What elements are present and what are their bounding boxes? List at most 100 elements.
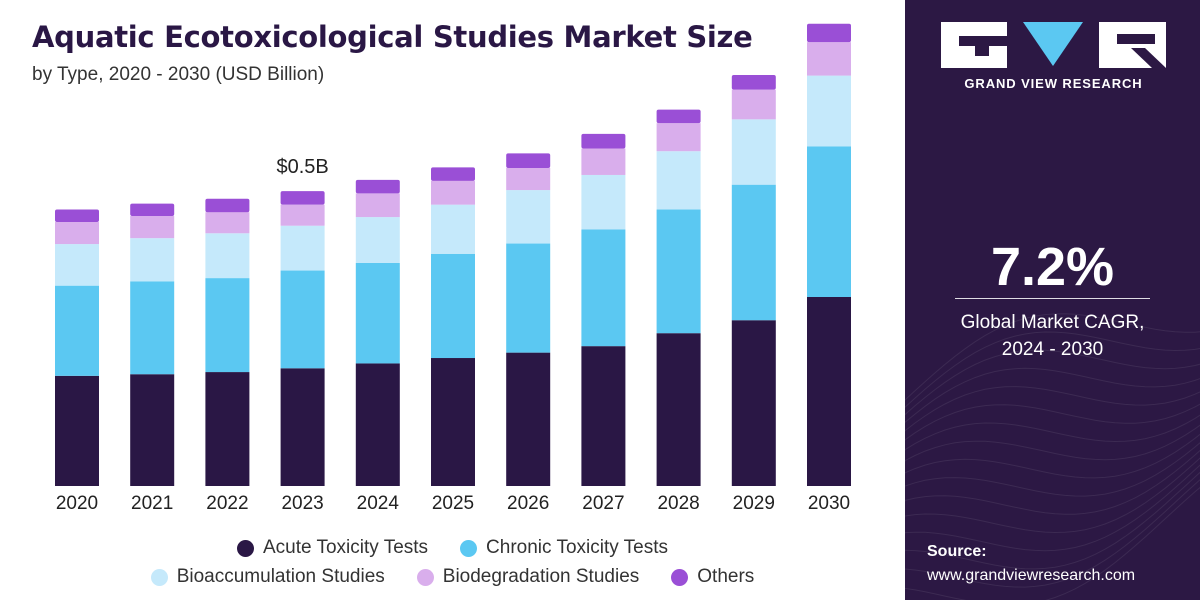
bar-segment-2029-others: [731, 75, 776, 90]
bar-segment-2027-bioaccumulation-studies: [581, 174, 626, 230]
bar-segment-2025-acute-toxicity-tests: [431, 358, 475, 486]
bar-segment-2022-acute-toxicity-tests: [205, 372, 250, 486]
x-tick-label: 2024: [357, 493, 400, 514]
gvr-logo-icon: [941, 22, 1166, 68]
wave-line: [905, 449, 1200, 515]
bar-segment-2021-acute-toxicity-tests: [130, 374, 175, 486]
bar-segment-2026-others: [506, 153, 551, 168]
bar-segment-2026-bioaccumulation-studies: [506, 190, 551, 244]
legend-label: Bioaccumulation Studies: [176, 566, 385, 587]
source-label: Source:: [927, 543, 987, 560]
bar-segment-2027-biodegradation-studies: [581, 148, 626, 175]
cagr-label-line-1: Global Market CAGR,: [960, 312, 1145, 333]
wave-line: [905, 433, 1200, 479]
bar-segment-2023-biodegradation-studies: [280, 204, 325, 226]
bar-segment-2021-others: [130, 203, 175, 216]
x-tick-label: 2023: [281, 493, 323, 514]
legend-row-1: Acute Toxicity Tests Chronic Toxicity Tes…: [0, 537, 905, 559]
bar-segment-2024-bioaccumulation-studies: [355, 217, 400, 263]
bar-segment-2028-chronic-toxicity-tests: [656, 209, 701, 334]
wave-line: [905, 386, 1200, 433]
legend-label: Biodegradation Studies: [442, 566, 640, 587]
bar-segment-2028-others: [656, 109, 701, 124]
bar-segment-2028-bioaccumulation-studies: [656, 151, 701, 210]
bar-segment-2024-others: [355, 179, 400, 194]
wave-line: [905, 486, 1200, 600]
x-tick-label: 2028: [657, 493, 699, 514]
bar-segment-2024-chronic-toxicity-tests: [355, 262, 400, 364]
bar-segment-2021-biodegradation-studies: [130, 216, 175, 239]
bar-segment-2030-bioaccumulation-studies: [807, 75, 851, 147]
bar-segment-2023-bioaccumulation-studies: [280, 225, 325, 271]
data-annotation: $0.5B: [276, 156, 328, 178]
bar-segment-2029-biodegradation-studies: [731, 89, 776, 120]
x-tick-label: 2020: [56, 493, 98, 514]
bar-segment-2025-others: [431, 167, 475, 181]
bar-segment-2022-biodegradation-studies: [205, 212, 250, 234]
bar-segment-2026-chronic-toxicity-tests: [506, 243, 551, 353]
bar-segment-2027-acute-toxicity-tests: [581, 346, 626, 486]
bar-segment-2029-bioaccumulation-studies: [731, 119, 776, 185]
bar-segment-2023-others: [280, 191, 325, 205]
bar-segment-2024-biodegradation-studies: [355, 193, 400, 218]
source-link[interactable]: www.grandviewresearch.com: [927, 567, 1136, 584]
bar-segment-2027-chronic-toxicity-tests: [581, 229, 626, 347]
bar-segment-2020-others: [55, 209, 99, 222]
bar-segment-2022-chronic-toxicity-tests: [205, 278, 250, 373]
legend-swatch-icon: [150, 568, 168, 586]
bar-segment-2024-acute-toxicity-tests: [355, 363, 400, 486]
legend-label: Chronic Toxicity Tests: [486, 537, 669, 558]
bar-segment-2023-acute-toxicity-tests: [280, 368, 325, 486]
bar-segment-2030-biodegradation-studies: [807, 42, 851, 76]
bar-segment-2025-biodegradation-studies: [431, 180, 475, 205]
wave-line: [905, 367, 1200, 424]
bar-segment-2020-chronic-toxicity-tests: [55, 285, 99, 376]
chart-title: Aquatic Ecotoxicological Studies Market …: [32, 20, 753, 54]
company-logo: GRAND VIEW RESEARCH: [941, 22, 1166, 91]
legend-item: Others: [671, 566, 754, 588]
x-tick-label: 2021: [131, 493, 173, 514]
wave-line: [905, 331, 1200, 408]
legend-row-2: Bioaccumulation Studies Biodegradation St…: [0, 566, 905, 588]
x-tick-label: 2030: [808, 493, 850, 514]
legend-item: Biodegradation Studies: [416, 566, 640, 588]
bar-segment-2027-others: [581, 133, 626, 149]
bar-segment-2020-acute-toxicity-tests: [55, 375, 99, 486]
cagr-label-line-2: 2024 - 2030: [1001, 339, 1104, 360]
bar-segment-2022-bioaccumulation-studies: [205, 233, 250, 279]
chart-subtitle: by Type, 2020 - 2030 (USD Billion): [32, 64, 325, 85]
legend-label: Others: [697, 566, 755, 587]
bar-segment-2030-acute-toxicity-tests: [807, 297, 851, 486]
stacked-bar-chart: 2020 2021 2022 2023 2024 2025 2026 2027 2028 2029…: [55, 23, 851, 514]
legend-swatch-icon: [460, 539, 478, 557]
wave-line: [905, 313, 1200, 401]
bar-segment-2026-acute-toxicity-tests: [506, 352, 551, 486]
cagr-label: Global Market CAGR, 2024 - 2030: [905, 309, 1200, 363]
wave-line: [905, 479, 1200, 588]
bar-segment-2030-others: [807, 23, 851, 43]
bar-segment-2028-biodegradation-studies: [656, 123, 701, 152]
wave-line: [905, 471, 1200, 570]
bar-segment-2021-chronic-toxicity-tests: [130, 281, 175, 375]
wave-line: [905, 414, 1200, 452]
wave-line: [905, 403, 1200, 442]
legend-item: Bioaccumulation Studies: [150, 566, 385, 588]
wave-background: [905, 313, 1200, 600]
x-tick-label: 2026: [507, 493, 549, 514]
legend-item: Chronic Toxicity Tests: [460, 537, 668, 559]
brand-name: GRAND VIEW RESEARCH: [964, 76, 1143, 91]
x-tick-label: 2027: [582, 493, 624, 514]
bar-segment-2025-bioaccumulation-studies: [431, 204, 475, 254]
bar-segment-2020-biodegradation-studies: [55, 221, 99, 245]
wave-line: [905, 442, 1200, 497]
legend-swatch-icon: [236, 539, 254, 557]
chart-panel: Aquatic Ecotoxicological Studies Market …: [0, 20, 905, 588]
legend-label: Acute Toxicity Tests: [262, 537, 429, 558]
bar-segment-2029-chronic-toxicity-tests: [731, 184, 776, 321]
legend-swatch-icon: [671, 568, 689, 586]
x-tick-label: 2029: [733, 493, 775, 514]
x-tick-label: 2022: [206, 493, 248, 514]
wave-line: [905, 457, 1200, 534]
bar-segment-2025-chronic-toxicity-tests: [431, 253, 475, 359]
info-sidebar: GRAND VIEW RESEARCH 7.2% Global Market C…: [905, 0, 1200, 600]
